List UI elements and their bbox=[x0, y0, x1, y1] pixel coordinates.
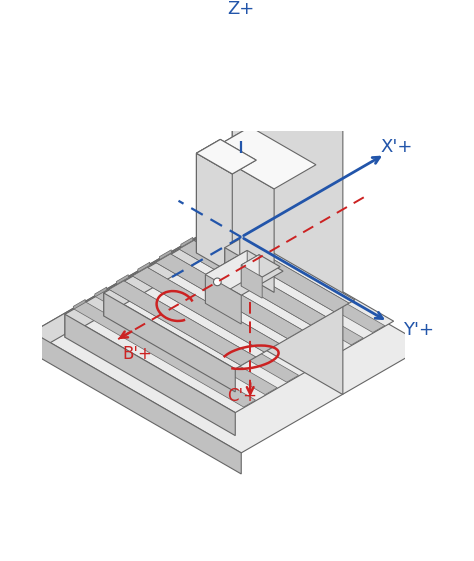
Polygon shape bbox=[159, 252, 342, 357]
Polygon shape bbox=[241, 255, 259, 286]
Polygon shape bbox=[32, 332, 241, 474]
Text: Z+: Z+ bbox=[228, 1, 255, 19]
Polygon shape bbox=[232, 25, 298, 331]
Polygon shape bbox=[32, 225, 218, 353]
Polygon shape bbox=[225, 247, 243, 292]
Polygon shape bbox=[202, 227, 385, 333]
Polygon shape bbox=[181, 240, 363, 345]
Polygon shape bbox=[104, 224, 355, 369]
Polygon shape bbox=[32, 225, 427, 453]
Polygon shape bbox=[196, 140, 256, 174]
Text: B'+: B'+ bbox=[123, 344, 153, 362]
Polygon shape bbox=[95, 287, 107, 297]
Polygon shape bbox=[202, 227, 349, 311]
Polygon shape bbox=[65, 223, 393, 413]
Polygon shape bbox=[138, 262, 150, 272]
Polygon shape bbox=[225, 239, 240, 282]
Polygon shape bbox=[241, 265, 262, 298]
Polygon shape bbox=[138, 264, 320, 370]
Polygon shape bbox=[196, 140, 256, 174]
Polygon shape bbox=[232, 274, 239, 305]
Circle shape bbox=[213, 278, 221, 286]
Polygon shape bbox=[202, 225, 214, 235]
Polygon shape bbox=[65, 223, 223, 337]
Polygon shape bbox=[241, 255, 280, 277]
Polygon shape bbox=[116, 275, 128, 284]
Polygon shape bbox=[109, 281, 255, 365]
Text: C'+: C'+ bbox=[227, 387, 257, 404]
Polygon shape bbox=[65, 314, 235, 436]
Polygon shape bbox=[179, 241, 326, 325]
Polygon shape bbox=[205, 250, 247, 304]
Polygon shape bbox=[132, 268, 279, 352]
Polygon shape bbox=[104, 224, 223, 316]
Polygon shape bbox=[232, 25, 409, 126]
Text: Y'+: Y'+ bbox=[402, 321, 434, 339]
Text: X'+: X'+ bbox=[381, 139, 413, 157]
Polygon shape bbox=[232, 62, 343, 394]
Polygon shape bbox=[196, 153, 232, 274]
Polygon shape bbox=[205, 250, 283, 295]
Polygon shape bbox=[159, 250, 171, 260]
Polygon shape bbox=[209, 127, 316, 189]
Polygon shape bbox=[209, 151, 274, 292]
Polygon shape bbox=[116, 277, 299, 382]
Polygon shape bbox=[205, 274, 241, 324]
Polygon shape bbox=[196, 140, 220, 253]
Polygon shape bbox=[104, 293, 235, 392]
Polygon shape bbox=[95, 289, 277, 394]
Polygon shape bbox=[209, 127, 250, 255]
Polygon shape bbox=[156, 254, 302, 338]
Polygon shape bbox=[73, 302, 255, 407]
Polygon shape bbox=[181, 237, 193, 247]
Polygon shape bbox=[73, 300, 85, 310]
